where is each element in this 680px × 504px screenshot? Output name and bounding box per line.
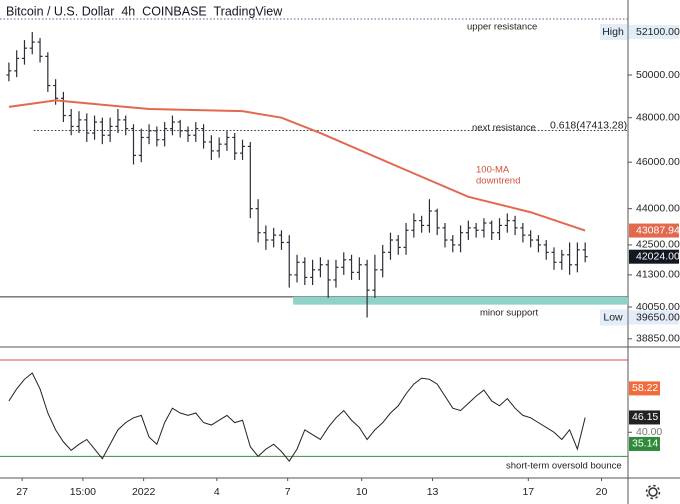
x-tick-label: 7 [285, 486, 291, 498]
y-tick-label: 50000.00 [636, 69, 680, 81]
y-tick-label: 42500.00 [636, 239, 680, 251]
x-tick-label: 17 [522, 486, 534, 498]
level-label: minor support [480, 308, 538, 319]
level-label: next resistance [472, 123, 536, 134]
last-price-box [629, 249, 679, 264]
marker-value: 39650.00 [636, 311, 680, 323]
marker-tag: High [602, 26, 624, 38]
x-tick-label: 10 [356, 486, 368, 498]
y-tick-label: 44000.00 [636, 202, 680, 214]
rsi-label: 35.14 [632, 438, 658, 450]
x-tick-label: 20 [596, 486, 608, 498]
x-tick-label: 2022 [132, 486, 156, 498]
marker-tag: Low [603, 311, 623, 323]
ma-label: 43087.94 [636, 224, 680, 236]
y-tick-label: 40050.00 [636, 301, 680, 313]
ma-annotation: downtrend [476, 176, 520, 187]
rsi-label-box [629, 410, 660, 425]
level-value-label: 0.618(47413.28) [550, 119, 627, 131]
rsi-tick-label: 40.00 [636, 426, 662, 438]
x-tick-label: 13 [427, 486, 439, 498]
rsi-label: 46.15 [632, 411, 658, 423]
marker-tag-box [600, 309, 627, 326]
last-price-label: 42024.00 [636, 250, 680, 262]
support-zone [293, 296, 628, 305]
ma-annotation: 100-MA [476, 165, 510, 176]
y-tick-label: 46000.00 [636, 156, 680, 168]
ma-line [8, 99, 586, 232]
x-tick-label: 4 [214, 486, 220, 498]
rsi-label: 58.22 [632, 382, 658, 394]
rsi-label-box [629, 436, 660, 451]
rsi-label-box [629, 381, 660, 396]
y-tick-label: 48000.00 [636, 111, 680, 123]
x-tick-label: 27 [16, 486, 28, 498]
rsi-line [8, 372, 586, 462]
marker-value-box [629, 25, 679, 40]
y-tick-label: 38850.00 [636, 333, 680, 345]
y-tick-label: 41300.00 [636, 269, 680, 281]
level-label: upper resistance [467, 22, 537, 33]
rsi-annotation: short-term oversold bounce [506, 461, 622, 472]
chart-title: Bitcoin / U.S. Dollar 4h COINBASE Tradin… [6, 4, 283, 18]
settings-icon[interactable] [645, 484, 661, 500]
x-tick-label: 15:00 [70, 486, 96, 498]
marker-value-box [629, 310, 679, 325]
marker-value: 52100.00 [636, 26, 680, 38]
ma-label-box [629, 223, 679, 238]
marker-tag-box [600, 24, 627, 41]
